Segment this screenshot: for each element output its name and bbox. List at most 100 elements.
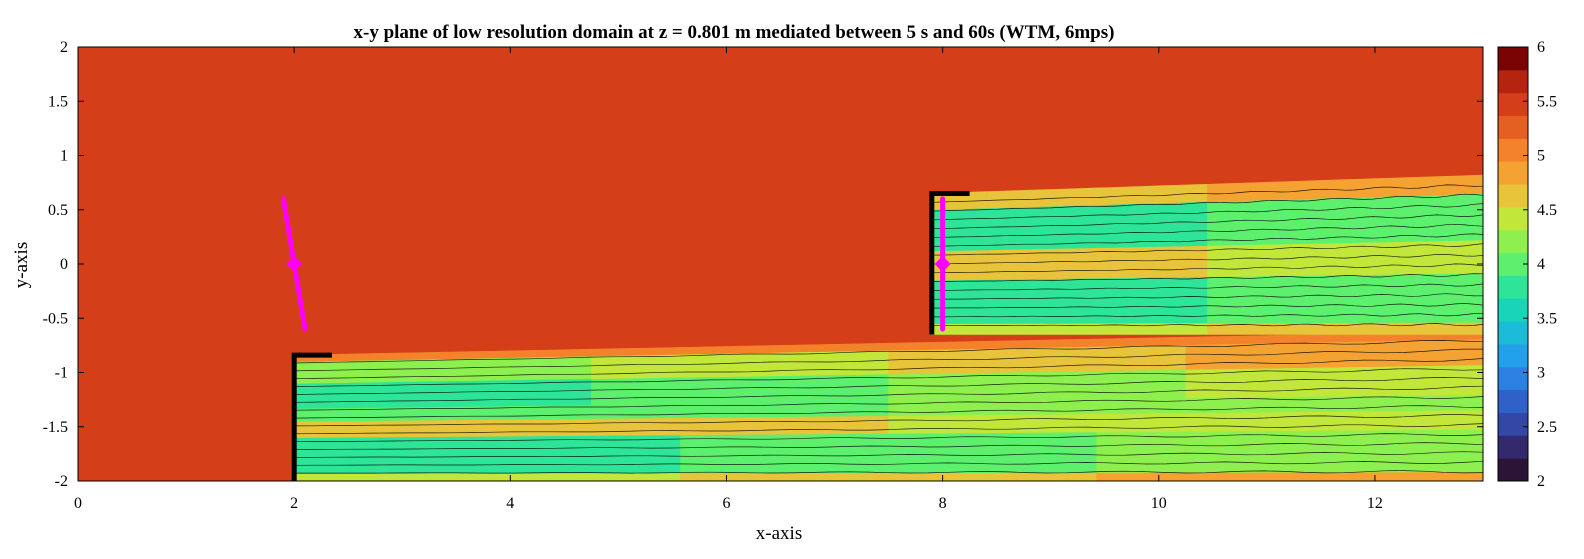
wake-cell: [1386, 322, 1401, 335]
wake-cell: [1331, 322, 1346, 335]
wake-cell: [1304, 471, 1335, 481]
wake-cell: [769, 416, 800, 435]
wake-cell: [650, 417, 681, 436]
wake-cell: [561, 418, 592, 437]
colorbar-tick-label: 4.5: [1537, 202, 1557, 219]
wake-cell: [1274, 396, 1305, 413]
wake-cell: [1185, 343, 1216, 370]
wake-cell: [1083, 187, 1098, 206]
wake-cell: [1165, 245, 1181, 278]
wake-cell: [1096, 431, 1127, 473]
wake-cell: [1014, 323, 1029, 335]
wake-cell: [1036, 472, 1068, 481]
colorbar-tick-label: 4: [1537, 256, 1545, 273]
contour-line: [931, 283, 1483, 291]
wake-cell: [353, 359, 384, 383]
wake-cell: [620, 434, 652, 474]
wake-cell: [1453, 364, 1483, 396]
contour-line: [294, 396, 1483, 411]
wake-cell: [977, 472, 1008, 481]
wake-cell: [1036, 431, 1068, 473]
wake-cell: [917, 432, 949, 473]
wake-cell: [799, 472, 830, 481]
colorbar-tick-label: 5.5: [1537, 93, 1557, 110]
colorbar-swatch: [1498, 47, 1528, 71]
wake-cell: [1069, 204, 1084, 249]
wake-cell: [858, 433, 889, 474]
wake-cell: [1453, 471, 1483, 481]
wake-cell: [1423, 394, 1454, 411]
wake-cell: [1427, 194, 1442, 242]
colorbar-tick-label: 5: [1537, 148, 1545, 165]
wake-cell: [620, 472, 652, 481]
x-tick-label: 0: [74, 495, 82, 512]
wake-cell: [709, 345, 741, 355]
wake-cell: [1363, 340, 1395, 368]
wake-cell: [1262, 199, 1277, 245]
wake-cell: [531, 435, 562, 474]
wake-cell: [1363, 429, 1395, 473]
wake-cell: [680, 376, 711, 405]
wake-cell: [1393, 429, 1424, 473]
wake-cell: [1304, 430, 1335, 473]
wake-cell: [1468, 272, 1483, 323]
x-axis-label: x-axis: [756, 523, 802, 544]
wake-cell: [972, 323, 988, 335]
wake-cell: [1244, 342, 1276, 369]
wake-cell: [1155, 431, 1187, 473]
y-tick-label: -2: [55, 473, 68, 490]
wake-cell: [972, 207, 988, 251]
wake-cell: [1393, 339, 1424, 367]
wake-cell: [1083, 204, 1098, 249]
wake-cell: [1155, 344, 1187, 371]
wake-cell: [709, 416, 741, 436]
wake-cell: [1007, 432, 1038, 473]
wake-cell: [828, 472, 860, 481]
wake-cell: [1126, 472, 1157, 481]
wake-cell: [1317, 242, 1332, 276]
wake-cell: [501, 472, 533, 481]
wake-cell: [650, 353, 681, 379]
wake-cell: [293, 437, 325, 474]
colorbar-swatch: [1498, 115, 1528, 139]
wake-cell: [442, 357, 473, 382]
wake-cell: [1124, 203, 1139, 248]
wake-cell: [561, 378, 592, 406]
wake-cell: [1000, 206, 1015, 250]
wake-cell: [1207, 322, 1222, 335]
wake-cell: [1126, 412, 1157, 433]
wake-cell: [1155, 471, 1187, 481]
wake-cell: [1220, 276, 1236, 324]
contour-lines: [294, 340, 1483, 474]
wake-cell: [1215, 396, 1246, 413]
wake-cell: [947, 432, 979, 473]
wake-cell: [1363, 395, 1395, 412]
wake-cell: [1096, 370, 1127, 400]
wake-cell: [650, 434, 681, 474]
wake-cell: [1066, 413, 1097, 433]
wake-cell: [888, 342, 919, 351]
contour-line: [294, 423, 1483, 435]
colorbar-tick-label: 2.5: [1537, 419, 1557, 436]
wake-cell: [1334, 471, 1365, 481]
wake-cell: [947, 414, 979, 434]
x-tick-label: 8: [939, 495, 947, 512]
colorbar-swatch: [1498, 252, 1528, 276]
colorbar-tick-label: 6: [1537, 39, 1545, 56]
contour-line: [931, 203, 1483, 221]
wake-cell: [1000, 190, 1015, 209]
wake-cell: [1317, 197, 1332, 244]
wake-cell: [620, 354, 652, 379]
wake-cell: [442, 419, 473, 437]
contour-line: [931, 323, 1483, 327]
colorbar-swatch: [1498, 138, 1528, 162]
wake-cell: [1334, 340, 1365, 368]
wake-cell: [917, 341, 949, 351]
wake-cell: [353, 420, 384, 438]
wake-cell: [1244, 335, 1276, 344]
wake-cell: [1344, 274, 1360, 323]
wake-cell: [1036, 339, 1068, 348]
y-tick-label: 0: [60, 256, 68, 273]
wake-cell: [828, 374, 860, 403]
wake-cell: [412, 472, 444, 481]
